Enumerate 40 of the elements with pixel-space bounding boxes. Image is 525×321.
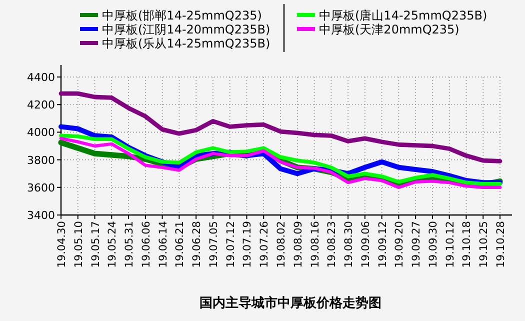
y-tick-label: 3600	[27, 181, 55, 194]
x-tick-label: 19.04.30	[56, 221, 68, 268]
x-tick-label: 19.06.14	[157, 220, 170, 268]
x-tick-label: 19.05.24	[106, 220, 119, 268]
x-tick-label: 19.06.06	[140, 220, 152, 268]
y-tick-label: 3400	[27, 209, 55, 222]
x-tick-label: 19.09.20	[394, 221, 406, 268]
x-tick-label: 19.09.06	[360, 220, 372, 268]
x-tick-label: 19.08.09	[292, 221, 304, 268]
legend-label: 中厚板(江阴14-20mmQ235B)	[102, 22, 270, 36]
x-tick-label: 19.07.12	[224, 221, 237, 268]
x-tick-label: 19.07.05	[208, 221, 220, 268]
x-tick-label: 19.08.16	[309, 220, 322, 268]
y-tick-label: 4000	[27, 126, 55, 140]
x-tick-label: 19.10.25	[478, 221, 490, 268]
x-tick-label: 19.06.21	[174, 221, 186, 268]
x-tick-label: 19.05.17	[90, 221, 102, 268]
legend-label: 中厚板(邯郸14-25mmQ235)	[102, 8, 262, 22]
x-tick-label: 19.05.10	[72, 221, 85, 268]
legend-label: 中厚板(唐山14-25mmQ235B)	[319, 8, 488, 22]
text: 国内主导城市中厚板价格走势图	[200, 295, 382, 311]
y-tick-label: 4400	[27, 71, 55, 84]
x-tick-label: 19.09.12	[376, 221, 389, 268]
x-tick-label: 19.10.18	[461, 221, 474, 268]
x-tick-label: 19.09.27	[410, 221, 423, 268]
x-tick-label: 19.05.31	[124, 221, 136, 268]
legend-label: 中厚板(乐从14-25mmQ235B)	[102, 36, 270, 50]
x-tick-label: 19.06.28	[191, 221, 204, 268]
line-series	[58, 91, 502, 164]
x-tick-label: 19.10.12	[444, 221, 456, 268]
x-tick-label: 19.07.26	[258, 220, 271, 268]
x-tick-label: 19.08.02	[276, 221, 288, 268]
x-tick-label: 19.08.23	[326, 221, 338, 268]
x-tick-label: 19.07.19	[242, 221, 254, 268]
y-tick-label: 4200	[27, 98, 55, 112]
legend-label: 中厚板(天津20mmQ235)	[319, 22, 460, 36]
x-tick-label: 19.08.30	[343, 221, 356, 268]
x-tick-label: 19.09.30	[427, 221, 440, 268]
x-tick-label: 19.10.28	[495, 221, 507, 268]
y-tick-label: 3800	[27, 154, 55, 167]
